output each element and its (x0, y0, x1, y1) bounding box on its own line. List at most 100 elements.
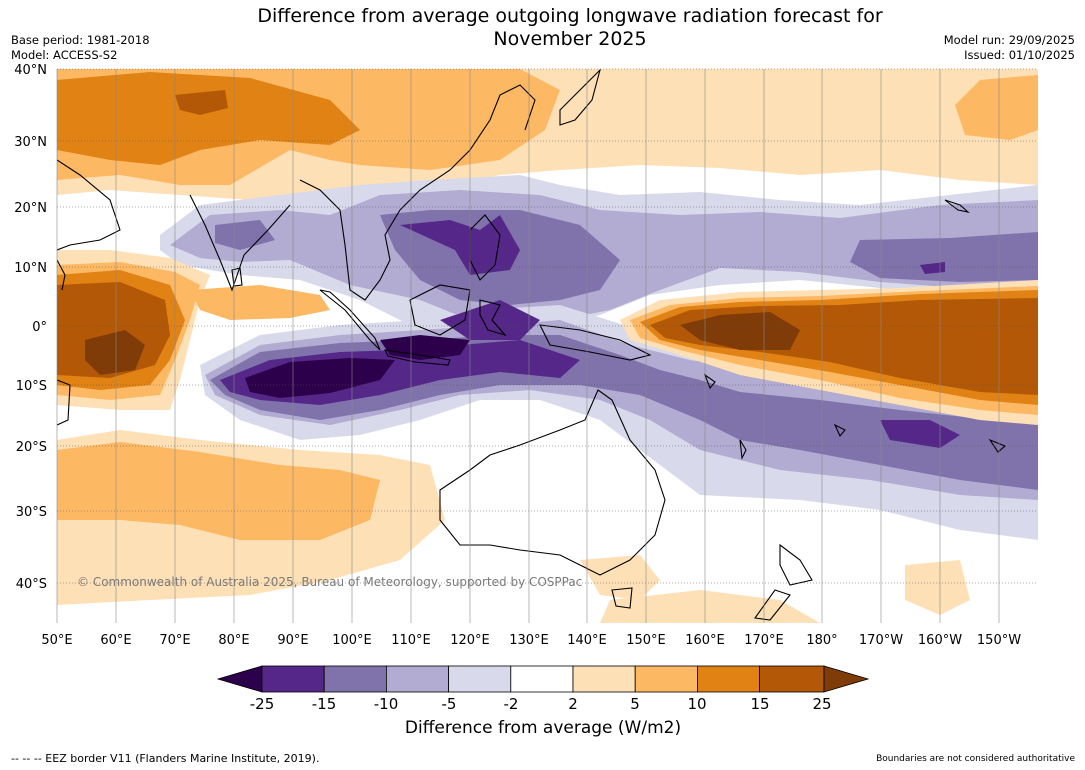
sulawesi-coast (479, 299, 507, 337)
pacific-positive-core (680, 312, 800, 350)
colorbar-max-arrow (823, 665, 870, 693)
meta-left: Base period: 1981-2018 Model: ACCESS-S2 (11, 33, 150, 63)
lon-label: 130°E (509, 633, 549, 648)
colorbar-tick: 10 (687, 695, 706, 713)
lon-label: 120°E (450, 633, 490, 648)
colorbar-tick: -25 (250, 695, 275, 713)
tibet-positive-strong (175, 90, 228, 115)
lat-label: 20°N (14, 201, 47, 216)
colorbar-min-arrow (216, 665, 263, 693)
indonesia-deep-core (380, 335, 470, 360)
colorbar-tick: 5 (630, 695, 640, 713)
lat-label: 10°S (16, 379, 47, 394)
colorbar-tick: 2 (568, 695, 578, 713)
pacific-island-4 (988, 438, 1007, 453)
maritime-negative-deep (400, 215, 520, 275)
madagascar-coast (57, 379, 71, 426)
lat-label: 40°N (14, 63, 47, 78)
asia-positive-strong (57, 72, 360, 165)
pacific-north-strong (850, 232, 1038, 282)
colorbar-tick: -5 (442, 695, 457, 713)
hawaii-coast (944, 199, 970, 213)
lat-label: 0° (32, 320, 47, 335)
tasmania-coast (611, 587, 633, 609)
lon-label: 80°E (218, 633, 249, 648)
colorbar-swatch (697, 665, 761, 693)
colorbar-swatch (261, 665, 325, 693)
colorbar-swatch (510, 665, 574, 693)
colorbar (216, 665, 870, 693)
sio-positive-mid (57, 442, 380, 540)
title-line-1: Difference from average outgoing longwav… (257, 5, 883, 27)
lon-label: 140°E (567, 633, 607, 648)
indonesia-deep (440, 300, 540, 340)
aus-south-positive (580, 555, 660, 600)
bay-positive (190, 285, 330, 320)
lat-label: 40°S (16, 577, 47, 592)
colorbar-swatch (323, 665, 387, 693)
pacific-small-deep (920, 262, 945, 274)
colorbar-tick: 25 (812, 695, 831, 713)
pacific-island-2 (703, 373, 716, 390)
lon-label: 100°E (332, 633, 372, 648)
colorbar-tick: -15 (312, 695, 337, 713)
lon-label: 160°W (918, 633, 962, 648)
pacific-island-3 (833, 423, 846, 438)
lon-label: 60°E (100, 633, 131, 648)
colorbar-swatch (634, 665, 698, 693)
sri-lanka-coast (231, 267, 243, 287)
new-guinea-coast (539, 324, 652, 361)
title-line-2: November 2025 (493, 28, 647, 50)
africa-coast (57, 259, 66, 291)
map-title: Difference from average outgoing longwav… (170, 5, 970, 51)
lat-label: 30°N (14, 135, 47, 150)
china-coast (399, 84, 536, 211)
colorbar-swatch (572, 665, 636, 693)
japan-coast (559, 69, 601, 126)
lon-labels: 50°E 60°E 70°E 80°E 90°E 100°E 110°E 120… (41, 633, 1021, 648)
colorbar-ticks: -25 -15 -10 -5 -2 2 5 10 15 25 (250, 695, 832, 713)
lon-label: 90°E (277, 633, 308, 648)
colorbar-swatch (759, 665, 825, 693)
lon-label: 160°E (685, 633, 725, 648)
wio-positive-core (85, 330, 145, 375)
colorbar-tick: -10 (374, 695, 399, 713)
india-negative-strong (215, 220, 275, 250)
lat-labels: 40°N 30°N 20°N 10°N 0° 10°S 20°S 30°S 40… (14, 63, 47, 592)
meta-right: Model run: 29/09/2025 Issued: 01/10/2025 (944, 33, 1075, 63)
lat-label: 10°N (14, 261, 47, 276)
issued-date: Issued: 01/10/2025 (964, 48, 1075, 62)
java-coast (384, 349, 451, 366)
australia-coast (439, 389, 666, 576)
base-period: Base period: 1981-2018 (11, 33, 150, 47)
nz-south-coast (754, 589, 791, 621)
pacific-island-1 (739, 439, 747, 460)
meridians (56, 69, 1000, 623)
lon-label: 70°E (159, 633, 190, 648)
colorbar-tick: -2 (504, 695, 519, 713)
lon-label: 150°E (626, 633, 666, 648)
pacific-nw-positive (955, 75, 1038, 140)
colorbar-tick: 15 (750, 695, 769, 713)
colorbar-swatch (385, 665, 449, 693)
nz-north-coast (779, 543, 813, 586)
anomaly-field (57, 69, 1038, 623)
eez-border-note: -- -- -- EEZ border V11 (Flanders Marine… (11, 752, 320, 765)
lat-label: 30°S (16, 505, 47, 520)
colorbar-swatch (448, 665, 512, 693)
se-pacific-positive (905, 560, 970, 615)
india-coast (189, 194, 291, 292)
coastlines (57, 69, 1007, 621)
colorbar-label: Difference from average (W/m2) (404, 718, 682, 738)
model-run: Model run: 29/09/2025 (943, 33, 1075, 47)
lon-label: 110°E (391, 633, 431, 648)
tasman-positive (600, 590, 820, 623)
lon-label: 170°W (859, 633, 903, 648)
io-negative-core (245, 358, 395, 398)
lat-label: 20°S (16, 440, 47, 455)
sumatra-coast (319, 289, 381, 351)
lon-label: 50°E (41, 633, 72, 648)
lon-label: 180° (806, 633, 837, 648)
model-name: Model: ACCESS-S2 (11, 48, 118, 62)
